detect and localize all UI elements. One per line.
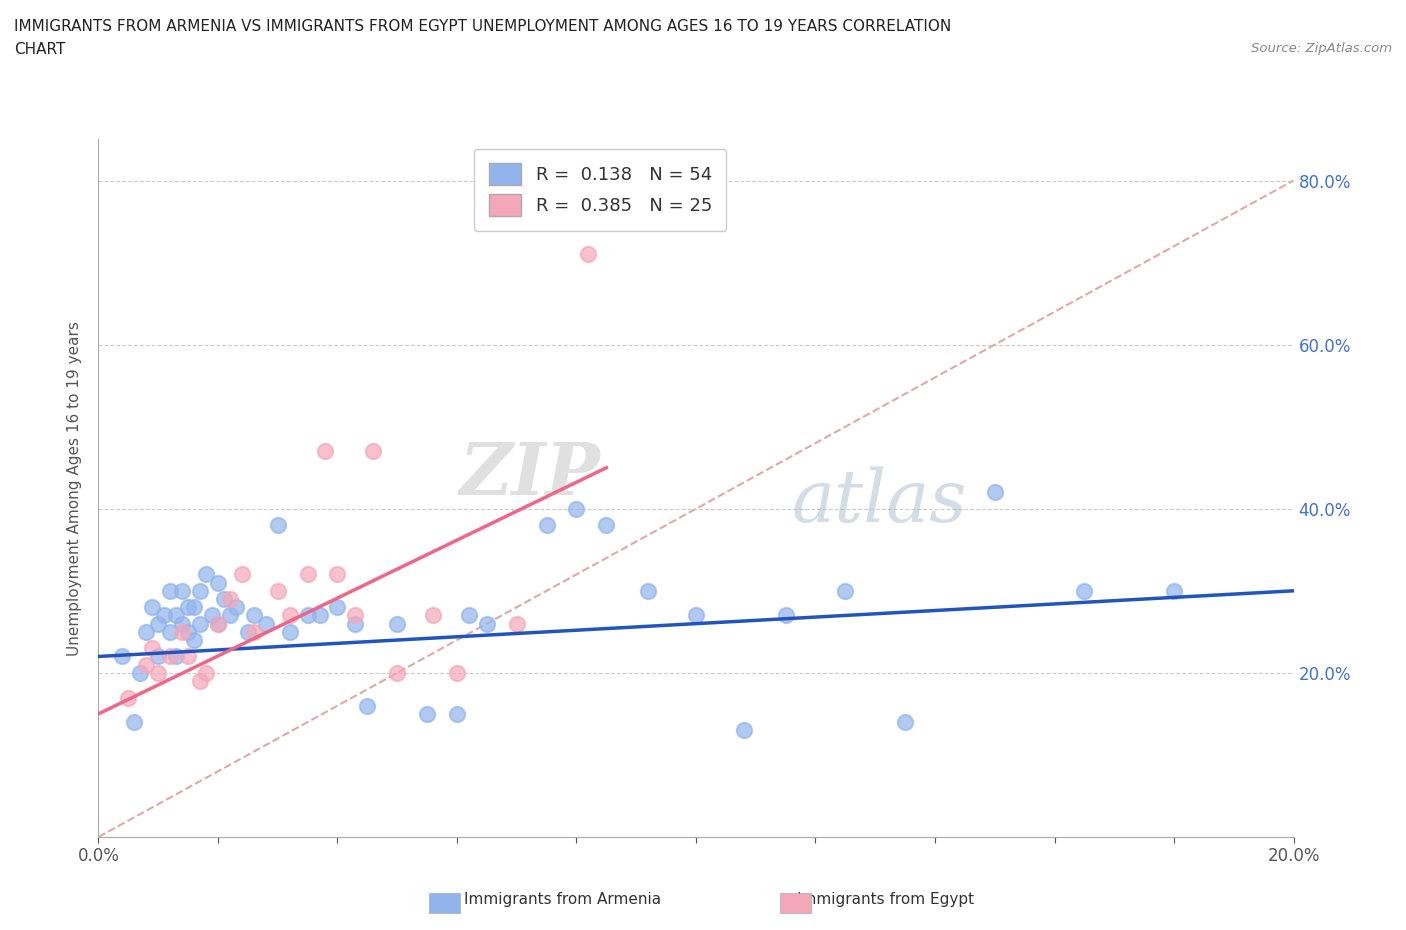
Text: CHART: CHART [14, 42, 66, 57]
Point [254, 617, 277, 631]
Point [297, 567, 319, 582]
Point [201, 608, 224, 623]
Point [212, 591, 235, 606]
Point [578, 247, 600, 262]
Point [183, 632, 205, 647]
Point [207, 617, 229, 631]
Point [135, 624, 157, 639]
Point [207, 575, 229, 590]
Point [344, 617, 367, 631]
Point [536, 518, 558, 533]
Point [111, 649, 134, 664]
Point [834, 583, 856, 598]
Point [446, 707, 468, 722]
Point [129, 666, 152, 681]
Text: Immigrants from Armenia: Immigrants from Armenia [464, 892, 661, 907]
Point [326, 567, 349, 582]
Point [315, 444, 337, 458]
Text: ZIP: ZIP [460, 439, 600, 510]
Point [172, 583, 194, 598]
Text: Source: ZipAtlas.com: Source: ZipAtlas.com [1251, 42, 1392, 55]
Point [685, 608, 707, 623]
Point [141, 641, 163, 656]
Point [236, 624, 259, 639]
Point [177, 649, 200, 664]
Point [475, 617, 498, 631]
Point [207, 617, 229, 631]
Point [894, 714, 917, 729]
Point [326, 600, 349, 615]
Point [565, 501, 588, 516]
Point [356, 698, 378, 713]
Point [165, 608, 187, 623]
Text: atlas: atlas [792, 467, 967, 538]
Point [188, 617, 211, 631]
Point [278, 608, 301, 623]
Point [148, 666, 170, 681]
Point [195, 567, 218, 582]
Point [363, 444, 385, 458]
Point [135, 658, 157, 672]
Point [188, 583, 211, 598]
Point [385, 617, 409, 631]
Point [595, 518, 617, 533]
Point [165, 649, 187, 664]
Point [225, 600, 247, 615]
Point [637, 583, 659, 598]
Point [243, 624, 266, 639]
Point [159, 624, 181, 639]
Point [297, 608, 319, 623]
Point [183, 600, 205, 615]
Point [775, 608, 797, 623]
Point [506, 617, 529, 631]
Point [141, 600, 163, 615]
Point [159, 649, 181, 664]
Point [344, 608, 367, 623]
Point [117, 690, 139, 705]
Point [308, 608, 330, 623]
Point [267, 518, 290, 533]
Text: IMMIGRANTS FROM ARMENIA VS IMMIGRANTS FROM EGYPT UNEMPLOYMENT AMONG AGES 16 TO 1: IMMIGRANTS FROM ARMENIA VS IMMIGRANTS FR… [14, 19, 952, 33]
Point [153, 608, 176, 623]
Point [219, 591, 242, 606]
Point [177, 600, 200, 615]
Point [124, 714, 146, 729]
Point [172, 617, 194, 631]
Point [177, 624, 200, 639]
Point [416, 707, 439, 722]
Text: Immigrants from Egypt: Immigrants from Egypt [797, 892, 974, 907]
Point [188, 673, 211, 688]
Point [385, 666, 409, 681]
Point [195, 666, 218, 681]
Point [148, 649, 170, 664]
Point [278, 624, 301, 639]
Point [984, 485, 1007, 499]
Point [446, 666, 468, 681]
Point [422, 608, 444, 623]
Legend: R =  0.138   N = 54, R =  0.385   N = 25: R = 0.138 N = 54, R = 0.385 N = 25 [474, 149, 727, 231]
Point [1163, 583, 1185, 598]
Point [267, 583, 290, 598]
Y-axis label: Unemployment Among Ages 16 to 19 years: Unemployment Among Ages 16 to 19 years [67, 321, 83, 656]
Point [733, 723, 755, 737]
Point [243, 608, 266, 623]
Point [1073, 583, 1095, 598]
Point [458, 608, 481, 623]
Point [148, 617, 170, 631]
Point [159, 583, 181, 598]
Point [172, 624, 194, 639]
Point [219, 608, 242, 623]
Point [231, 567, 253, 582]
